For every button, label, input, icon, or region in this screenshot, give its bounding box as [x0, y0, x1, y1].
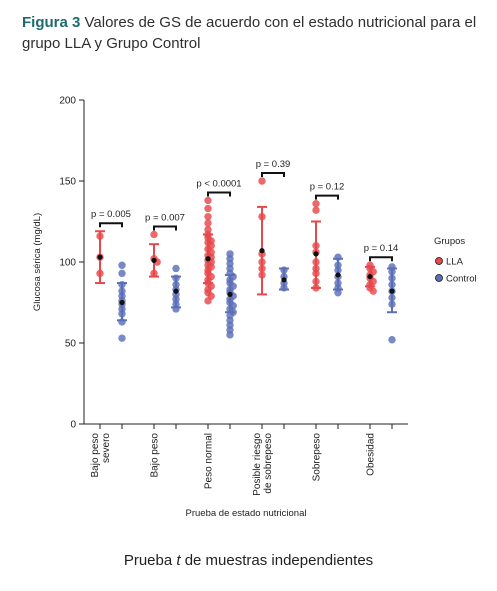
significance-bracket [369, 256, 393, 262]
data-point-control [172, 264, 180, 273]
p-value-label: p = 0.39 [256, 159, 291, 170]
x-category-label-line: Posible riesgo [252, 433, 263, 496]
chart-marks: p = 0.005 p = 0.007 p < 0.0001 p = 0.39 p = … [91, 159, 399, 344]
mean-marker [205, 256, 211, 262]
p-value-label: p = 0.14 [364, 243, 399, 254]
data-point-lla [204, 297, 212, 305]
data-point-lla [312, 206, 320, 214]
mean-marker [119, 299, 125, 306]
p-value-label: p = 0.007 [145, 212, 185, 223]
data-point-control [388, 336, 396, 344]
test-footnote: Prueba t de muestras independientes [0, 552, 497, 569]
figure-caption-text: Valores de GS de acuerdo con el estado n… [22, 14, 477, 52]
scatter-chart: 0 50 100 150 200 Glucosa sérica (mg/dL) Bajo p… [32, 96, 477, 520]
x-category-label-line: Sobrepeso [312, 433, 323, 482]
y-tick-label: 100 [59, 258, 76, 269]
data-point-lla [204, 212, 212, 221]
data-point-lla [204, 196, 212, 205]
x-axis-label: Prueba de estado nutricional [186, 508, 307, 519]
x-category-label-line: Bajo peso [150, 433, 161, 478]
data-point-control [118, 261, 126, 269]
footnote-suffix: de muestras independientes [180, 552, 374, 569]
significance-bracket [99, 222, 123, 228]
data-point-control [334, 289, 342, 297]
mean-marker [259, 248, 265, 254]
legend-title: Grupos [434, 236, 465, 247]
x-category-label: Peso normal [204, 433, 215, 489]
x-category-label-line: Obesidad [366, 433, 377, 476]
data-point-control [118, 269, 126, 278]
significance-bracket [261, 172, 285, 177]
legend-swatch-control [435, 274, 443, 282]
y-tick-label: 50 [65, 339, 77, 350]
y-tick-label: 0 [70, 420, 76, 431]
x-category-label-line: Peso normal [204, 433, 215, 489]
figure-caption: Figura 3 Valores de GS de acuerdo con el… [22, 12, 492, 54]
mean-marker [367, 273, 373, 280]
footnote-t-symbol: t [176, 552, 181, 569]
chart-legend: Grupos LLA Control [434, 236, 477, 285]
data-point-control [118, 334, 126, 342]
chart-axes: 0 50 100 150 200 Glucosa sérica (mg/dL) Bajo p… [32, 96, 408, 519]
x-category-label-line: de sobrepeso [263, 433, 274, 494]
y-tick-label: 200 [59, 96, 76, 107]
significance-bracket [207, 191, 231, 197]
mean-marker [151, 257, 157, 263]
x-category-label: Posible riesgo de sobrepeso [252, 433, 274, 496]
x-category-label-line: Bajo peso [90, 433, 101, 478]
legend-entry-lla: LLA [446, 257, 464, 268]
y-axis-label: Glucosa sérica (mg/dL) [32, 213, 43, 311]
x-category-label: Bajo peso severo [90, 433, 112, 478]
data-point-lla [204, 204, 212, 213]
data-point-control [226, 331, 234, 339]
legend-entry-control: Control [446, 274, 477, 285]
mean-marker [389, 288, 395, 294]
legend-swatch-lla [435, 257, 443, 265]
data-point-lla [204, 219, 212, 227]
data-point-lla [369, 287, 377, 295]
data-point-lla [312, 199, 320, 208]
mean-marker [313, 251, 319, 257]
mean-marker [335, 272, 341, 278]
x-category-label: Obesidad [366, 433, 377, 476]
mean-marker [227, 291, 233, 297]
mean-marker [173, 288, 179, 294]
mean-marker [97, 254, 103, 260]
footnote-prefix: Prueba [123, 552, 177, 569]
x-category-label: Bajo peso [150, 433, 161, 478]
data-point-lla [258, 177, 266, 185]
data-point-lla [150, 230, 158, 239]
significance-bracket [153, 225, 177, 231]
p-value-label: p < 0.0001 [196, 178, 241, 189]
mean-marker [281, 277, 287, 283]
x-category-label: Sobrepeso [312, 433, 323, 482]
significance-bracket [315, 194, 339, 200]
p-value-label: p = 0.12 [310, 182, 345, 193]
x-category-label-line: severo [101, 433, 112, 463]
y-tick-label: 150 [59, 177, 76, 188]
figure-label: Figura 3 [22, 14, 81, 31]
p-value-label: p = 0.005 [91, 209, 131, 220]
